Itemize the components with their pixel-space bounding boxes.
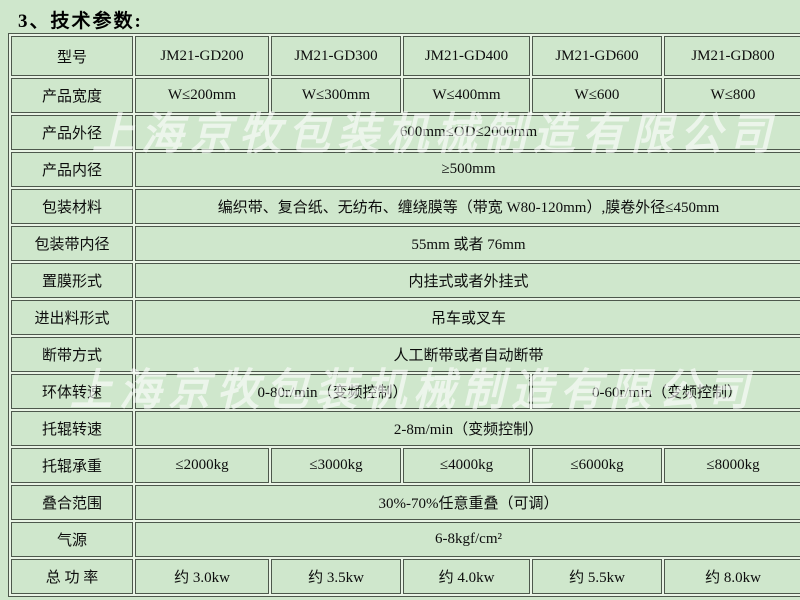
table-row: 叠合范围 30%-70%任意重叠（可调） [11,485,800,520]
value-cell: W≤300mm [271,78,401,113]
value-cell: 0-60r/min（变频控制） [532,374,800,409]
value-cell: 内挂式或者外挂式 [135,263,800,298]
value-cell: ≤2000kg [135,448,269,483]
value-cell: ≤3000kg [271,448,401,483]
table-row: 包装材料 编织带、复合纸、无纺布、缠绕膜等（带宽 W80-120mm）,膜卷外径≤… [11,189,800,224]
table-row: 包装带内径 55mm 或者 76mm [11,226,800,261]
spec-table: 型号 JM21-GD200 JM21-GD300 JM21-GD400 JM21-GD6… [8,33,800,597]
spec-table-body: 型号 JM21-GD200 JM21-GD300 JM21-GD400 JM21-GD6… [11,36,800,594]
value-cell: JM21-GD800 [664,36,800,76]
table-row: 气源 6-8kgf/cm² [11,522,800,557]
value-cell: 0-80r/min（变频控制） [135,374,530,409]
row-label: 总 功 率 [11,559,133,594]
value-cell: ≥500mm [135,152,800,187]
value-cell: 55mm 或者 76mm [135,226,800,261]
value-cell: W≤600 [532,78,662,113]
value-cell: W≤400mm [403,78,530,113]
value-cell: 30%-70%任意重叠（可调） [135,485,800,520]
value-cell: 6-8kgf/cm² [135,522,800,557]
row-label: 叠合范围 [11,485,133,520]
row-label: 型号 [11,36,133,76]
value-cell: ≤6000kg [532,448,662,483]
value-cell: JM21-GD300 [271,36,401,76]
value-cell: 600mm≤OD≤2000mm [135,115,800,150]
row-label: 气源 [11,522,133,557]
row-label: 产品外径 [11,115,133,150]
table-row: 托辊转速 2-8m/min（变频控制） [11,411,800,446]
row-label: 托辊转速 [11,411,133,446]
row-label: 产品内径 [11,152,133,187]
row-label: 环体转速 [11,374,133,409]
value-cell: 约 4.0kw [403,559,530,594]
row-label: 置膜形式 [11,263,133,298]
table-row: 产品宽度 W≤200mm W≤300mm W≤400mm W≤600 W≤800 [11,78,800,113]
value-cell: 约 8.0kw [664,559,800,594]
row-label: 进出料形式 [11,300,133,335]
table-row: 托辊承重 ≤2000kg ≤3000kg ≤4000kg ≤6000kg ≤8000kg [11,448,800,483]
row-label: 断带方式 [11,337,133,372]
row-label: 产品宽度 [11,78,133,113]
table-row: 产品内径 ≥500mm [11,152,800,187]
value-cell: W≤800 [664,78,800,113]
value-cell: 吊车或叉车 [135,300,800,335]
value-cell: 约 3.0kw [135,559,269,594]
row-label: 包装带内径 [11,226,133,261]
page-title: 3、技术参数: [18,11,143,32]
table-row: 环体转速 0-80r/min（变频控制） 0-60r/min（变频控制） [11,374,800,409]
value-cell: ≤4000kg [403,448,530,483]
value-cell: W≤200mm [135,78,269,113]
table-row: 总 功 率约 3.0kw 约 3.5kw 约 4.0kw 约 5.5kw 约 8.0kw [11,559,800,594]
table-row: 进出料形式 吊车或叉车 [11,300,800,335]
value-cell: ≤8000kg [664,448,800,483]
value-cell: JM21-GD600 [532,36,662,76]
row-label: 托辊承重 [11,448,133,483]
row-label: 包装材料 [11,189,133,224]
table-row: 产品外径 600mm≤OD≤2000mm [11,115,800,150]
value-cell: 编织带、复合纸、无纺布、缠绕膜等（带宽 W80-120mm）,膜卷外径≤450m… [135,189,800,224]
value-cell: 约 3.5kw [271,559,401,594]
value-cell: 人工断带或者自动断带 [135,337,800,372]
table-row: 置膜形式 内挂式或者外挂式 [11,263,800,298]
table-row: 型号 JM21-GD200 JM21-GD300 JM21-GD400 JM21-GD6… [11,36,800,76]
value-cell: 2-8m/min（变频控制） [135,411,800,446]
table-row: 断带方式 人工断带或者自动断带 [11,337,800,372]
value-cell: JM21-GD200 [135,36,269,76]
value-cell: 约 5.5kw [532,559,662,594]
value-cell: JM21-GD400 [403,36,530,76]
